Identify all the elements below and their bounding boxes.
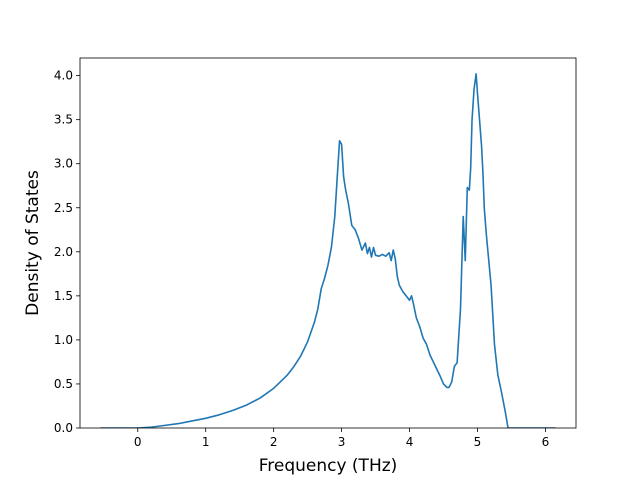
y-tick-label: 0.0 [54, 421, 73, 435]
x-tick-label: 4 [406, 435, 414, 449]
x-tick-label: 6 [542, 435, 550, 449]
x-tick-label: 1 [202, 435, 210, 449]
y-tick-label: 0.5 [54, 377, 73, 391]
y-tick-label: 3.5 [54, 113, 73, 127]
y-tick-label: 1.5 [54, 289, 73, 303]
plot-area: 0 1 2 3 4 5 6 0.0 0.5 1.0 1.5 2.0 2.5 3.0 3.5 4.0 [54, 57, 577, 449]
y-tick-label: 1.0 [54, 333, 73, 347]
x-axis-label: Frequency (THz) [259, 456, 398, 476]
y-tick-label: 2.5 [54, 201, 73, 215]
ticks: 0 1 2 3 4 5 6 0.0 0.5 1.0 1.5 2.0 2.5 3.0 3.5 4.0 [54, 69, 549, 449]
x-tick-label: 2 [270, 435, 278, 449]
y-tick-label: 2.0 [54, 245, 73, 259]
x-tick-label: 0 [134, 435, 142, 449]
series-lines [100, 73, 556, 428]
x-tick-label: 5 [474, 435, 482, 449]
series-line-0 [100, 73, 556, 428]
y-tick-label: 4.0 [54, 69, 73, 83]
y-axis-label: Density of States [23, 170, 43, 316]
x-tick-label: 3 [338, 435, 346, 449]
axes-frame [79, 57, 577, 429]
y-tick-label: 3.0 [54, 157, 73, 171]
